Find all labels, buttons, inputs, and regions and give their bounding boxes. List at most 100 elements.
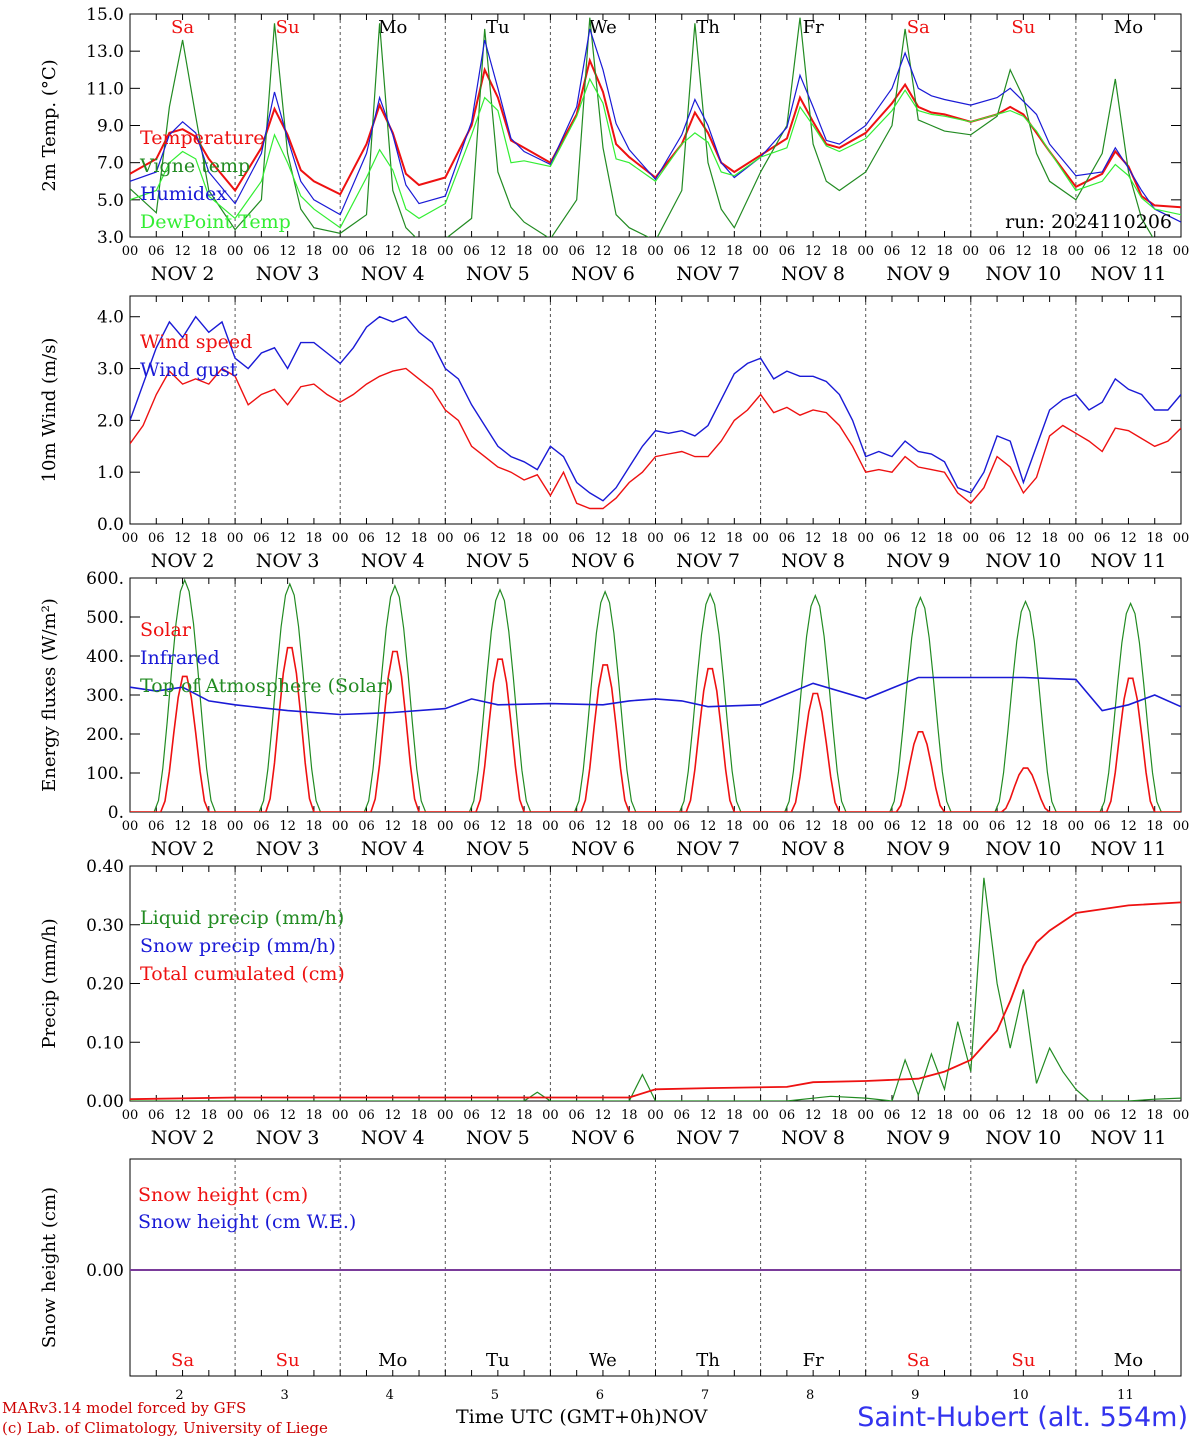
hour-tick-label: 00 bbox=[542, 244, 559, 259]
date-label: NOV 4 bbox=[361, 838, 425, 860]
hour-tick-label: 00 bbox=[963, 1108, 980, 1123]
y-axis-label: Snow height (cm) bbox=[39, 1187, 60, 1348]
hour-tick-label: 06 bbox=[779, 1108, 796, 1123]
hour-tick-label: 00 bbox=[1173, 244, 1190, 259]
hour-tick-label: 12 bbox=[1015, 819, 1032, 834]
hour-tick-label: 00 bbox=[1068, 819, 1085, 834]
hour-tick-label: 06 bbox=[674, 819, 691, 834]
hour-tick-label: 12 bbox=[1015, 531, 1032, 546]
y-tick-label: 7.0 bbox=[97, 154, 124, 174]
hour-tick-label: 12 bbox=[595, 819, 612, 834]
hour-tick-label: 12 bbox=[174, 819, 191, 834]
date-label: NOV 5 bbox=[466, 1127, 530, 1149]
hour-tick-label: 06 bbox=[463, 1108, 480, 1123]
date-label: NOV 2 bbox=[151, 1127, 215, 1149]
legend-entry: Wind speed bbox=[140, 331, 252, 353]
hour-tick-label: 12 bbox=[174, 531, 191, 546]
day-abbrev: Sa bbox=[907, 1350, 930, 1371]
hour-tick-label: 06 bbox=[989, 531, 1006, 546]
hour-tick-label: 00 bbox=[647, 244, 664, 259]
hour-tick-label: 12 bbox=[595, 244, 612, 259]
series-line-vigne-temp bbox=[130, 17, 1154, 237]
hour-tick-label: 00 bbox=[1173, 531, 1190, 546]
hour-tick-label: 18 bbox=[1041, 819, 1058, 834]
hour-tick-label: 18 bbox=[831, 819, 848, 834]
series-line-infrared bbox=[130, 676, 1181, 716]
hour-tick-label: 12 bbox=[595, 531, 612, 546]
hour-tick-label: 06 bbox=[568, 531, 585, 546]
y-tick-label: 5.0 bbox=[97, 191, 124, 211]
hour-tick-label: 06 bbox=[148, 1108, 165, 1123]
date-label: NOV 5 bbox=[466, 838, 530, 860]
hour-tick-label: 12 bbox=[1120, 819, 1137, 834]
hour-tick-label: 00 bbox=[647, 819, 664, 834]
hour-tick-label: 18 bbox=[201, 531, 218, 546]
date-label: NOV 8 bbox=[781, 263, 845, 285]
y-tick-label: 600. bbox=[86, 569, 124, 589]
y-tick-label: 0.10 bbox=[86, 1033, 124, 1053]
legend-entry: Wind gust bbox=[140, 359, 238, 381]
hour-tick-label: 12 bbox=[490, 1108, 507, 1123]
day-number: 11 bbox=[1117, 1388, 1134, 1403]
hour-tick-label: 18 bbox=[1041, 531, 1058, 546]
y-tick-label: 500. bbox=[86, 608, 124, 628]
hour-tick-label: 00 bbox=[542, 531, 559, 546]
hour-tick-label: 18 bbox=[1146, 819, 1163, 834]
hour-tick-label: 00 bbox=[542, 1108, 559, 1123]
hour-tick-label: 00 bbox=[437, 244, 454, 259]
y-axis-label: Energy fluxes (W/m²) bbox=[39, 598, 60, 792]
hour-tick-label: 12 bbox=[174, 1108, 191, 1123]
day-abbrev: Mo bbox=[378, 1350, 407, 1371]
date-label: NOV 6 bbox=[571, 838, 635, 860]
date-label: NOV 7 bbox=[676, 1127, 740, 1149]
day-abbrev: We bbox=[589, 17, 617, 38]
hour-tick-label: 18 bbox=[201, 244, 218, 259]
date-label: NOV 11 bbox=[1091, 1127, 1167, 1149]
hour-tick-label: 18 bbox=[1041, 1108, 1058, 1123]
hour-tick-label: 06 bbox=[253, 819, 270, 834]
day-abbrev: Mo bbox=[1114, 1350, 1143, 1371]
hour-tick-label: 00 bbox=[227, 531, 244, 546]
date-label: NOV 6 bbox=[571, 550, 635, 572]
hour-tick-label: 18 bbox=[831, 531, 848, 546]
hour-tick-label: 06 bbox=[779, 531, 796, 546]
hour-tick-label: 18 bbox=[621, 819, 638, 834]
day-abbrev: Su bbox=[276, 17, 300, 38]
hour-tick-label: 06 bbox=[253, 1108, 270, 1123]
hour-tick-label: 00 bbox=[122, 1108, 139, 1123]
day-abbrev: Sa bbox=[171, 1350, 194, 1371]
hour-tick-label: 06 bbox=[884, 531, 901, 546]
hour-tick-label: 06 bbox=[1094, 1108, 1111, 1123]
day-abbrev: Tu bbox=[486, 1350, 510, 1371]
hour-tick-label: 00 bbox=[752, 531, 769, 546]
date-label: NOV 11 bbox=[1091, 550, 1167, 572]
hour-tick-label: 00 bbox=[963, 819, 980, 834]
day-abbrev: Su bbox=[276, 1350, 300, 1371]
hour-tick-label: 12 bbox=[1015, 1108, 1032, 1123]
hour-tick-label: 18 bbox=[516, 531, 533, 546]
hour-tick-label: 00 bbox=[647, 531, 664, 546]
hour-tick-label: 18 bbox=[936, 1108, 953, 1123]
hour-tick-label: 00 bbox=[227, 244, 244, 259]
series-line-wind-gust bbox=[130, 315, 1181, 502]
y-tick-label: 1.0 bbox=[97, 463, 124, 483]
hour-tick-label: 00 bbox=[437, 819, 454, 834]
date-label: NOV 11 bbox=[1091, 263, 1167, 285]
y-tick-label: 400. bbox=[86, 647, 124, 667]
y-tick-label: 0.30 bbox=[86, 916, 124, 936]
hour-tick-label: 12 bbox=[174, 244, 191, 259]
day-number: 6 bbox=[596, 1388, 604, 1403]
date-label: NOV 4 bbox=[361, 263, 425, 285]
y-tick-label: 11.0 bbox=[86, 79, 124, 99]
hour-tick-label: 06 bbox=[1094, 819, 1111, 834]
hour-tick-label: 18 bbox=[306, 1108, 323, 1123]
hour-tick-label: 00 bbox=[437, 531, 454, 546]
hour-tick-label: 12 bbox=[490, 244, 507, 259]
day-abbrev: Tu bbox=[486, 17, 510, 38]
y-tick-label: 0.0 bbox=[97, 515, 124, 535]
hour-tick-label: 12 bbox=[805, 531, 822, 546]
hour-tick-label: 18 bbox=[1146, 1108, 1163, 1123]
hour-tick-label: 12 bbox=[700, 1108, 717, 1123]
legend-entry: Humidex bbox=[140, 183, 227, 205]
hour-tick-label: 18 bbox=[306, 531, 323, 546]
